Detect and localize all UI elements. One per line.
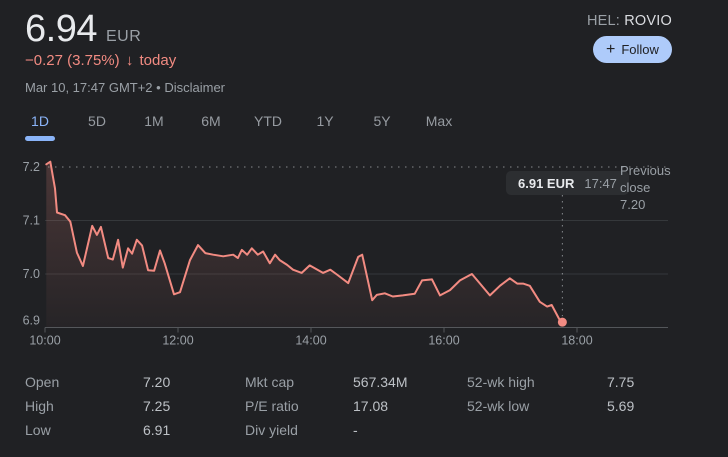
svg-text:12:00: 12:00 [162, 334, 193, 348]
disclaimer-link[interactable]: Disclaimer [164, 80, 225, 95]
svg-text:7.1: 7.1 [23, 214, 40, 228]
svg-text:18:00: 18:00 [561, 334, 592, 348]
stat-label: Mkt cap [245, 374, 295, 390]
timestamp-text: Mar 10, 17:47 GMT+2 • [25, 80, 161, 95]
stat-label: 52-wk high [467, 374, 535, 390]
stat-row-open: Open 7.20 [25, 370, 230, 394]
stat-row-52wk-high: 52-wk high 7.75 [467, 370, 707, 394]
arrow-down-icon: ↓ [125, 52, 134, 69]
previous-close-callout: Previous close 7.20 [620, 162, 678, 213]
tab-1y[interactable]: 1Y [316, 113, 334, 129]
svg-text:14:00: 14:00 [295, 334, 326, 348]
stat-label: Div yield [245, 422, 298, 438]
stat-label: High [25, 398, 54, 414]
ticker-symbol: HEL: ROVIO [587, 13, 672, 29]
stat-label: P/E ratio [245, 398, 299, 414]
range-tabs: 1D 5D 1M 6M YTD 1Y 5Y Max [25, 112, 481, 130]
svg-text:10:00: 10:00 [29, 334, 60, 348]
chart-tooltip: 6.91 EUR 17:47 [506, 171, 629, 195]
tab-1m[interactable]: 1M [144, 113, 164, 129]
follow-button-label: Follow [621, 42, 659, 57]
stock-price: 6.94 [25, 8, 97, 50]
change-amount: −0.27 (3.75%) [25, 52, 120, 69]
svg-text:7.0: 7.0 [23, 267, 40, 281]
currency-label: EUR [105, 28, 142, 45]
tab-6m[interactable]: 6M [201, 113, 221, 129]
tab-5y[interactable]: 5Y [373, 113, 391, 129]
svg-text:16:00: 16:00 [428, 334, 459, 348]
stat-row-pe-ratio: P/E ratio 17.08 [245, 394, 450, 418]
stat-value: 567.34M [353, 374, 408, 390]
change-period: today [139, 52, 177, 69]
plus-icon: + [606, 40, 616, 58]
tooltip-time: 17:47 [584, 175, 617, 191]
price-change: −0.27 (3.75%) ↓ today [25, 52, 176, 69]
price-chart[interactable]: 6.9 7.0 7.1 7.2 10:00 12:00 14:00 16:00 18:00 [0, 148, 728, 358]
previous-close-value: 7.20 [620, 197, 646, 212]
previous-close-label: Previous close [620, 163, 671, 195]
stat-row-mkt-cap: Mkt cap 567.34M [245, 370, 450, 394]
stat-value: 5.69 [607, 398, 635, 414]
stat-row-high: High 7.25 [25, 394, 230, 418]
tab-max[interactable]: Max [425, 113, 453, 129]
price-row: 6.94 EUR [25, 8, 141, 51]
stat-label: 52-wk low [467, 398, 530, 414]
follow-button[interactable]: + Follow [593, 36, 672, 63]
stat-value: 6.91 [143, 422, 171, 438]
stat-value: 7.20 [143, 374, 171, 390]
exchange-label: HEL: [586, 13, 621, 29]
tab-5d[interactable]: 5D [88, 113, 106, 129]
svg-text:7.2: 7.2 [23, 160, 40, 174]
tab-ytd[interactable]: YTD [254, 113, 282, 129]
svg-text:6.9: 6.9 [23, 314, 40, 328]
stat-value: 7.25 [143, 398, 171, 414]
stat-label: Low [25, 422, 51, 438]
stat-value: 17.08 [353, 398, 389, 414]
stat-label: Open [25, 374, 60, 390]
stat-value: 7.75 [607, 374, 635, 390]
symbol-label: ROVIO [624, 13, 672, 29]
quote-timestamp: Mar 10, 17:47 GMT+2 • Disclaimer [25, 80, 225, 95]
stat-row-low: Low 6.91 [25, 418, 230, 442]
stat-row-52wk-low: 52-wk low 5.69 [467, 394, 707, 418]
stat-row-div-yield: Div yield - [245, 418, 450, 442]
tooltip-price: 6.91 EUR [518, 175, 575, 191]
stat-value: - [353, 422, 358, 438]
tab-1d[interactable]: 1D [25, 112, 55, 130]
